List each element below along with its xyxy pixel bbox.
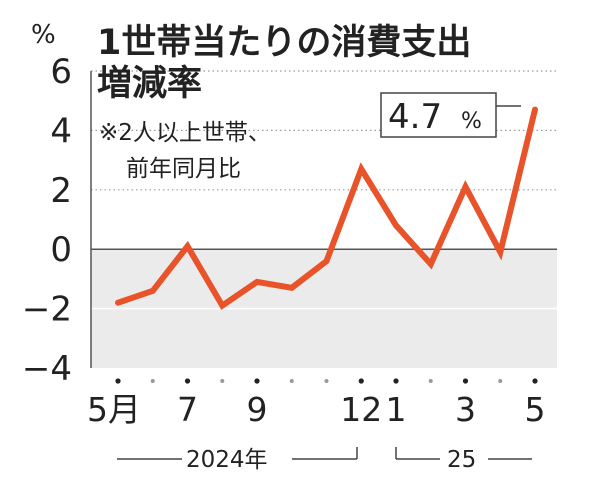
- chart-title-line-1: 1世帯当たりの消費支出: [97, 23, 471, 63]
- x-tick-dot: [289, 379, 294, 383]
- x-tick-label: 9: [247, 390, 268, 429]
- x-tick-dot: [462, 378, 469, 384]
- x-tick-dot: [532, 378, 538, 384]
- last-value-box: [380, 92, 497, 138]
- chart-note-line-2: 前年同月比: [126, 156, 241, 182]
- last-value-label: 4.7: [388, 97, 442, 137]
- chart-note-line-1: ※2人以上世帯、: [99, 120, 271, 146]
- x-tick-label: 1: [386, 390, 407, 429]
- x-tick-dots: [115, 378, 538, 384]
- x-tick-label: 12: [340, 390, 382, 429]
- x-tick-dot: [358, 378, 364, 384]
- x-tick-dot: [324, 379, 329, 383]
- x-tick-label: 3: [455, 390, 476, 429]
- x-tick-dot: [254, 378, 260, 384]
- chart-title-line-2: 増減率: [97, 64, 202, 104]
- x-tick-label: 5月: [87, 390, 141, 429]
- y-tick-label: −2: [22, 290, 72, 330]
- x-tick-dot: [115, 378, 121, 384]
- x-tick-label: 7: [177, 390, 198, 429]
- x-tick-dot: [184, 378, 191, 384]
- x-tick-labels: 5月 7 9 12 1 3 5: [87, 390, 546, 429]
- y-tick-label: 6: [50, 52, 72, 92]
- year-bracket-2024: 2024年: [117, 447, 358, 473]
- y-tick-labels: 6 4 2 0 −2 −4: [22, 52, 72, 389]
- last-value-unit: %: [461, 109, 482, 134]
- x-tick-label: 5: [525, 390, 546, 429]
- y-tick-label: 0: [50, 230, 72, 270]
- y-tick-label: 2: [50, 171, 72, 211]
- year-bracket-2025: 25: [395, 447, 532, 473]
- year-label-2025: 25: [447, 447, 476, 473]
- x-tick-dot: [150, 379, 155, 383]
- series-line: [115, 106, 538, 310]
- x-tick-dot: [220, 379, 225, 383]
- y-unit-label: %: [31, 20, 56, 50]
- x-tick-dot: [393, 378, 399, 384]
- x-tick-dot: [428, 379, 433, 383]
- y-tick-label: −4: [22, 349, 72, 389]
- x-tick-dot: [498, 379, 503, 383]
- year-label-2024: 2024年: [186, 447, 268, 473]
- y-tick-label: 4: [50, 111, 72, 151]
